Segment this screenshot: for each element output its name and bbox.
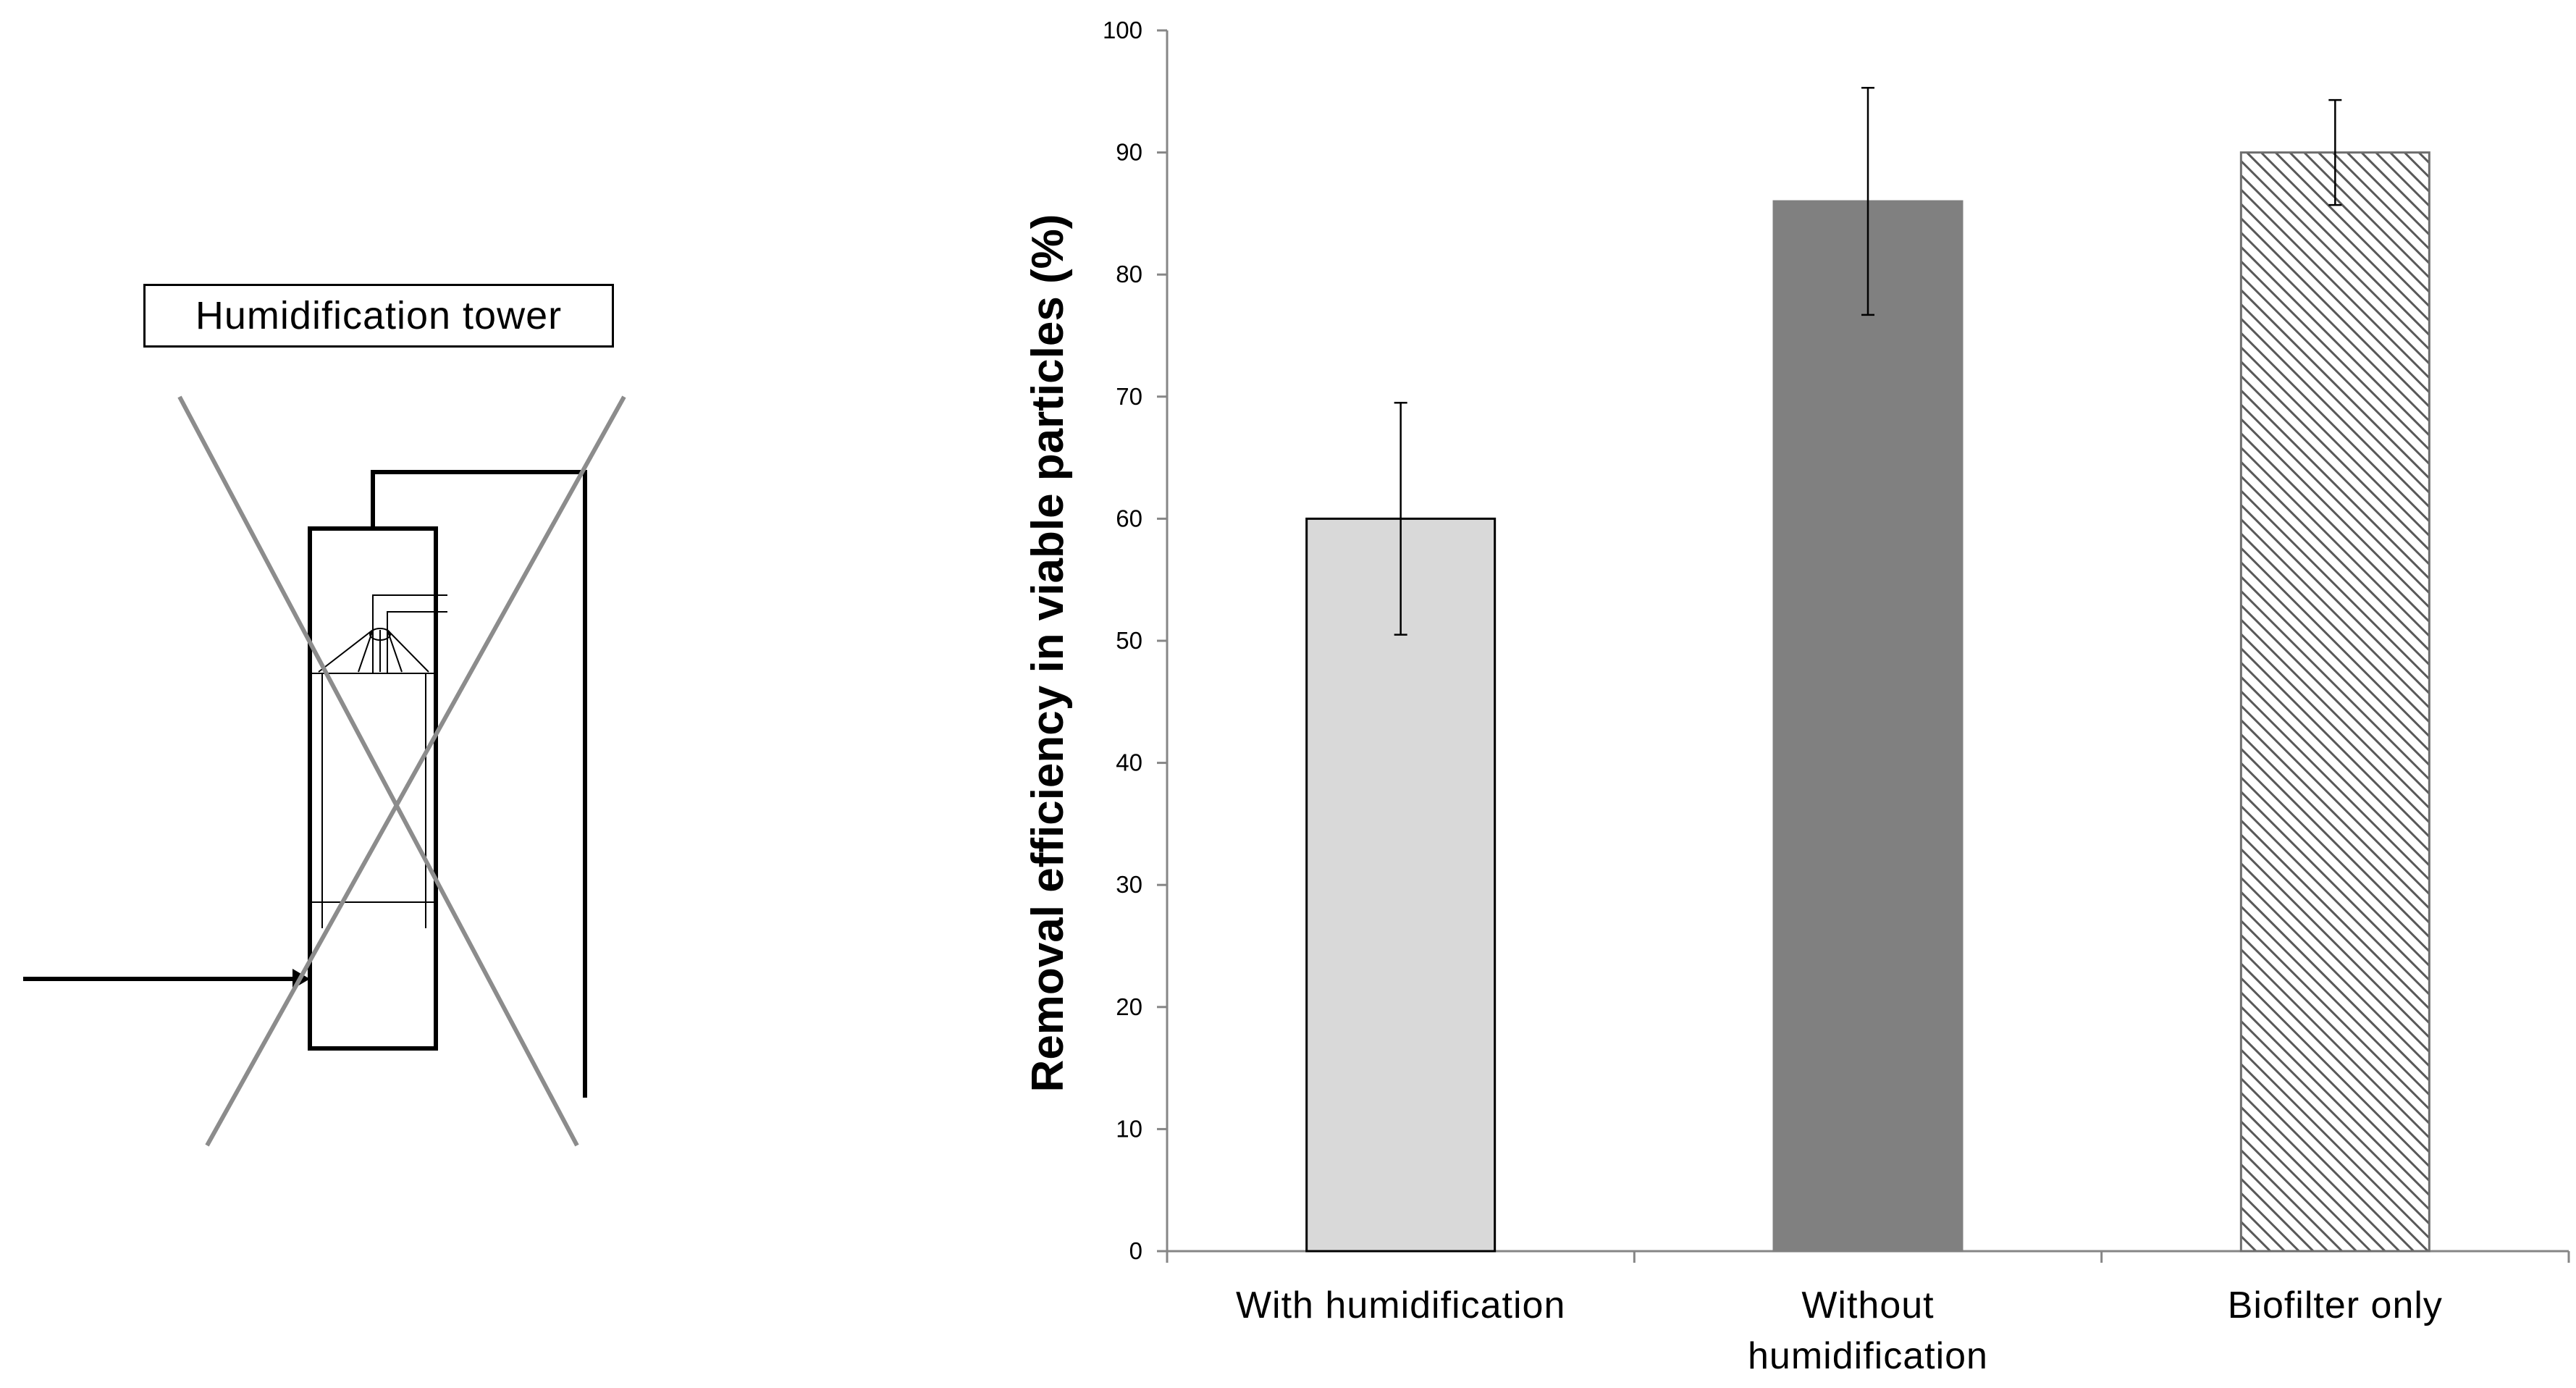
x-category-label: humidification — [1748, 1335, 1988, 1377]
cross-out-mark — [177, 395, 626, 1147]
y-tick-label: 80 — [1116, 261, 1142, 287]
x-category-labels: With humidification Without humidification… — [1236, 1284, 2443, 1377]
y-tick-label: 0 — [1129, 1237, 1142, 1264]
tower-label: Humidification tower — [143, 284, 614, 348]
y-tick-label: 10 — [1116, 1115, 1142, 1142]
x-category-label: With humidification — [1236, 1284, 1565, 1326]
y-axis-label: Removal efficiency in viable particles (… — [1023, 214, 1073, 1093]
chart-bars — [1305, 151, 2430, 1253]
tower-drawing — [23, 470, 587, 1098]
chart-error-bars — [1394, 86, 2342, 636]
y-tick-label: 20 — [1116, 993, 1142, 1020]
spray-nozzle — [318, 628, 429, 673]
x-category-label: Biofilter only — [2228, 1284, 2443, 1326]
y-tick-label: 50 — [1116, 627, 1142, 654]
y-tick-label: 70 — [1116, 383, 1142, 410]
y-tick-label: 30 — [1116, 871, 1142, 898]
outlet-pipe — [371, 470, 587, 1098]
spray-feed-line-1 — [372, 594, 447, 673]
humidification-tower-schematic — [23, 395, 626, 1147]
spray-feed-line-2 — [387, 611, 447, 673]
x-category-label: Without — [1801, 1284, 1934, 1326]
y-tick-label: 60 — [1116, 505, 1142, 531]
y-tick-label: 90 — [1116, 139, 1142, 166]
bar — [1772, 200, 1963, 1253]
y-tick-labels: 0 10 20 30 40 50 60 70 80 90 100 — [1103, 17, 1142, 1264]
y-tick-label: 100 — [1103, 17, 1142, 43]
bar — [2239, 151, 2430, 1253]
y-tick-label: 40 — [1116, 749, 1142, 776]
